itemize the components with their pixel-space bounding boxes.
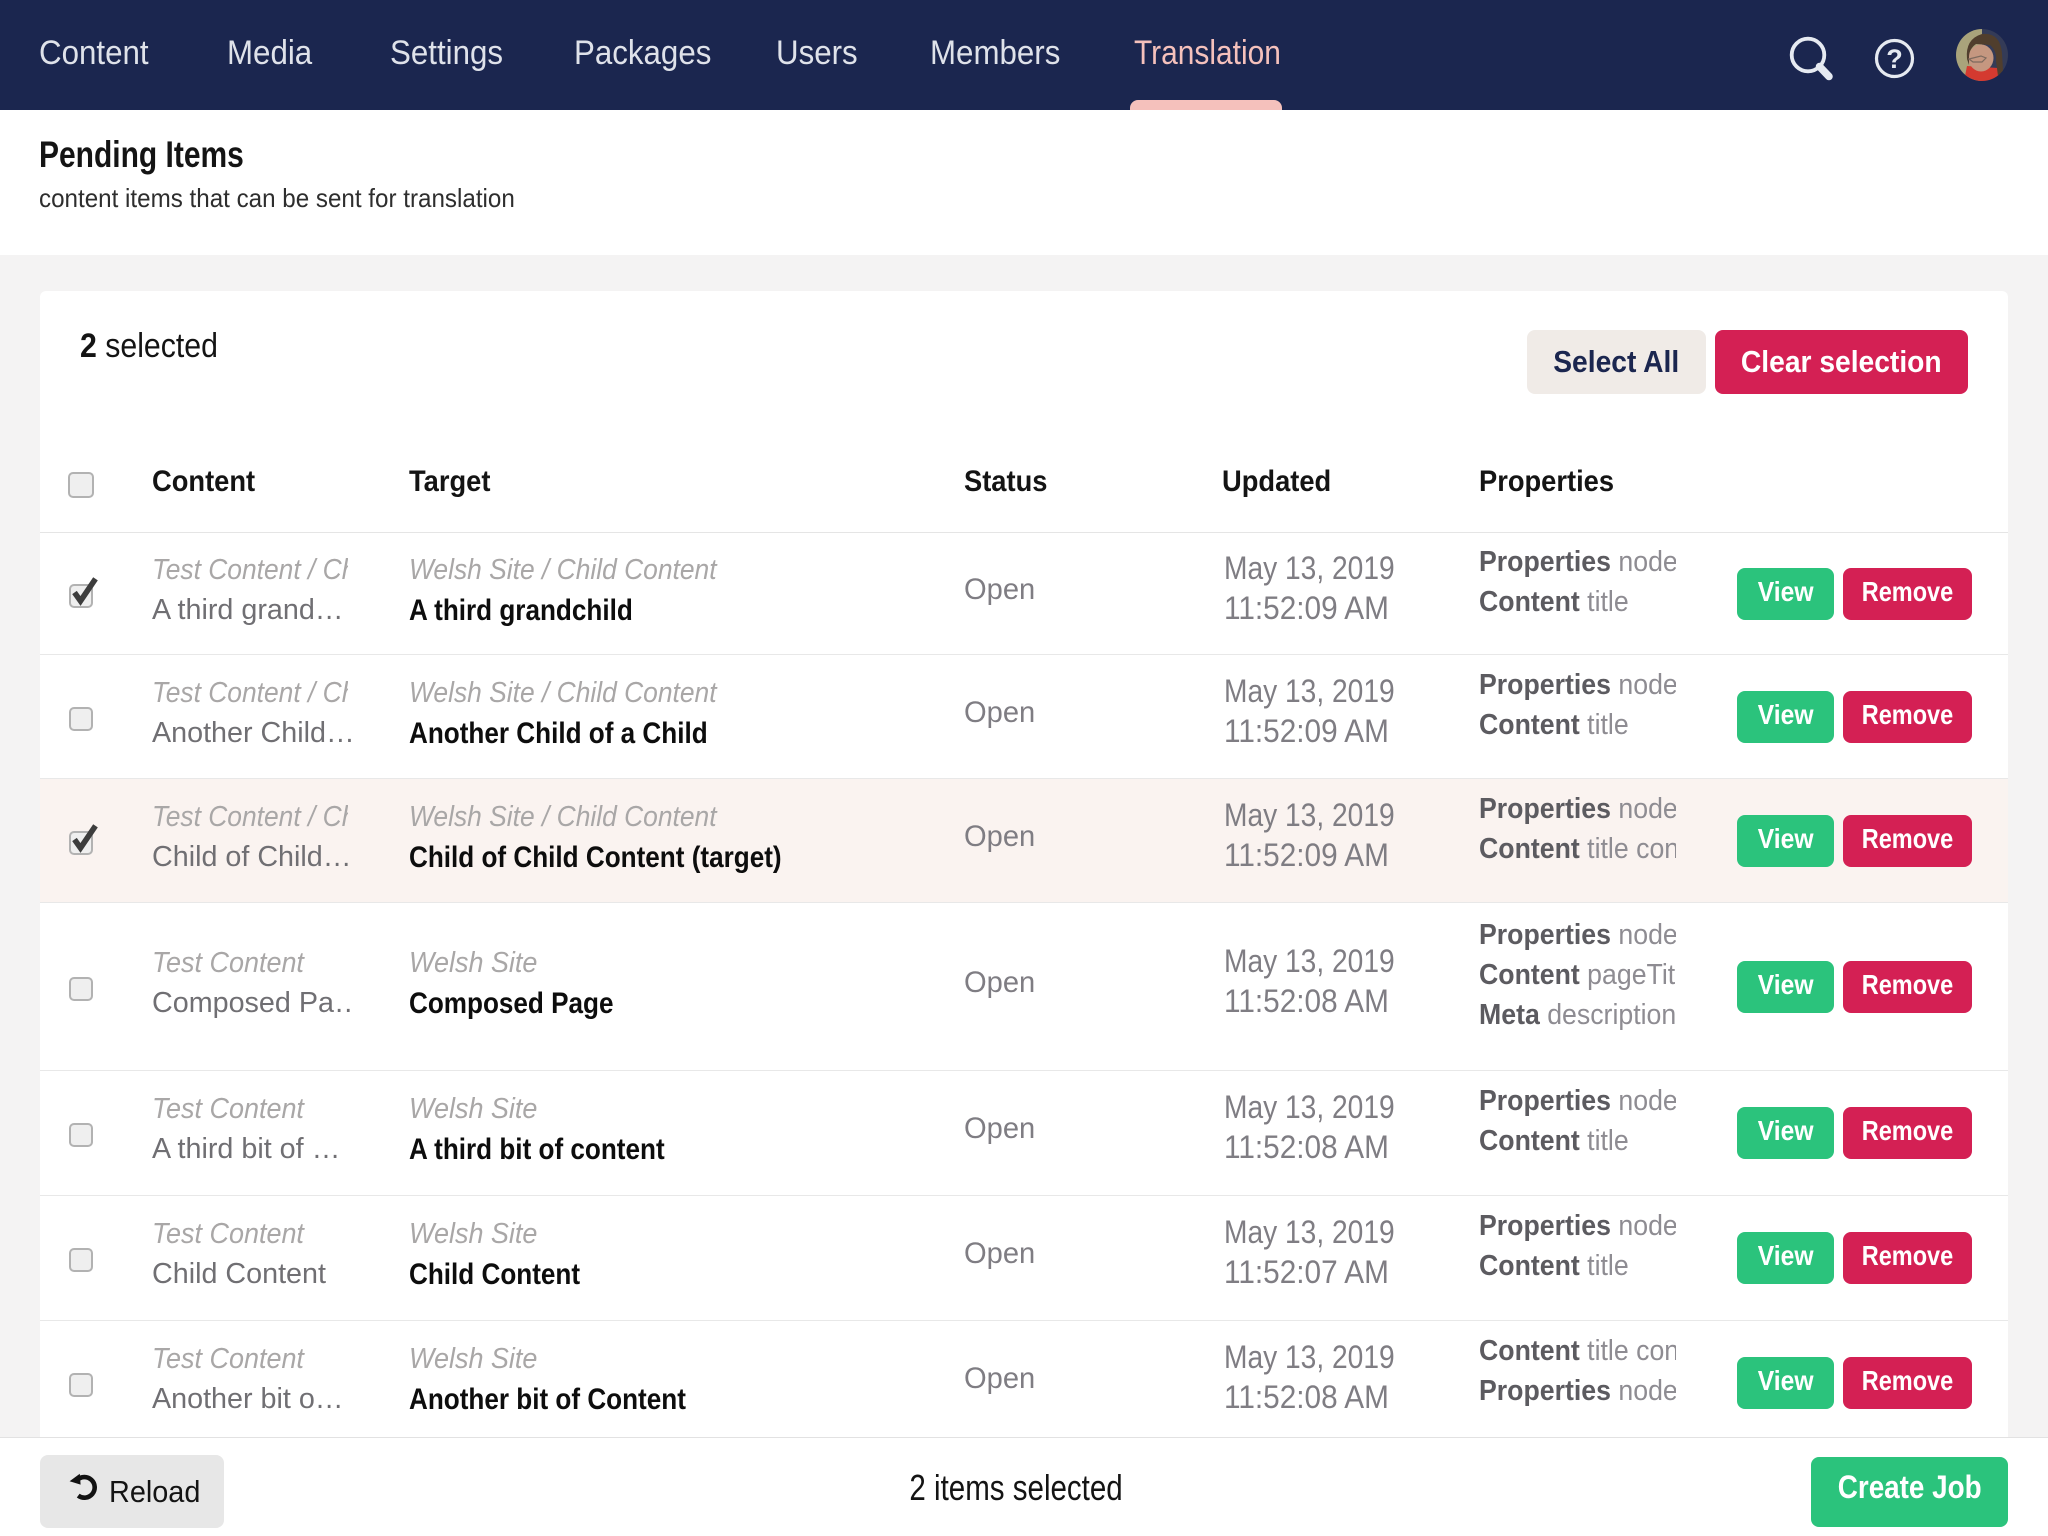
- svg-text:?: ?: [1886, 44, 1903, 74]
